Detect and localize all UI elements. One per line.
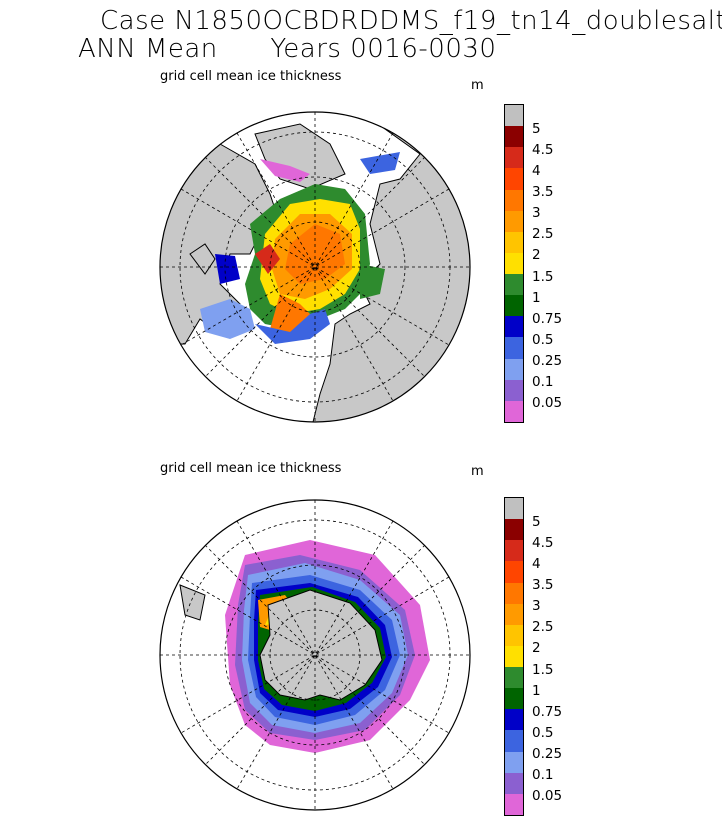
- colorbar-segments: [505, 105, 523, 422]
- mean-years-title: ANN Mean Years 0016-0030: [78, 34, 497, 64]
- colorbar-swatch: [505, 498, 523, 520]
- colorbar-label: 5: [532, 120, 541, 137]
- colorbar-swatch: [505, 210, 523, 232]
- colorbar-south: [504, 497, 524, 816]
- colorbar-swatch: [505, 337, 523, 359]
- unit-label-north: m: [471, 78, 484, 93]
- colorbar-label: 4.5: [532, 141, 554, 158]
- eurasia-land: [309, 112, 470, 422]
- antarctic-ice-thickness-map: [159, 499, 471, 811]
- colorbar-label: 3: [532, 598, 541, 615]
- colorbar-swatch: [505, 730, 523, 752]
- colorbar-swatch: [505, 231, 523, 253]
- case-title: Case N1850OCBDRDDMS_f19_tn14_doublesalt: [100, 6, 722, 36]
- colorbar-label: 4.5: [532, 534, 554, 551]
- colorbar-swatch: [505, 189, 523, 211]
- colorbar-label: 4: [532, 162, 541, 179]
- arctic-sea-ice: [200, 152, 400, 344]
- colorbar-swatch: [505, 358, 523, 380]
- north-america-land: [160, 143, 281, 345]
- colorbar-label: 0.05: [532, 395, 563, 412]
- colorbar-swatch: [505, 295, 523, 317]
- unit-label-south: m: [471, 464, 484, 479]
- colorbar-label: 2.5: [532, 226, 554, 243]
- colorbar-swatch: [505, 793, 523, 815]
- colorbar-label: 2.5: [532, 619, 554, 636]
- colorbar-label: 0.1: [532, 767, 554, 784]
- colorbar-label: 0.1: [532, 374, 554, 391]
- colorbar-label: 3.5: [532, 183, 554, 200]
- colorbar-swatch: [505, 316, 523, 338]
- colorbar-label: 0.75: [532, 703, 563, 720]
- colorbar-label: 0.5: [532, 724, 554, 741]
- colorbar-swatch: [505, 126, 523, 148]
- colorbar-label: 1: [532, 682, 541, 699]
- colorbar-north: [504, 104, 524, 423]
- colorbar-label: 0.05: [532, 788, 563, 805]
- colorbar-swatch: [505, 379, 523, 401]
- colorbar-swatch: [505, 519, 523, 541]
- colorbar-label: 0.5: [532, 331, 554, 348]
- colorbar-label: 2: [532, 247, 541, 264]
- graticule: [160, 112, 470, 422]
- colorbar-swatch: [505, 645, 523, 667]
- colorbar-swatch: [505, 582, 523, 604]
- colorbar-label: 0.25: [532, 353, 563, 370]
- colorbar-segments: [505, 498, 523, 815]
- colorbar-label: 0.25: [532, 746, 563, 763]
- colorbar-swatch: [505, 105, 523, 127]
- colorbar-swatch: [505, 709, 523, 731]
- colorbar-swatch: [505, 667, 523, 689]
- colorbar-label: 1.5: [532, 661, 554, 678]
- south-america-land: [179, 584, 206, 621]
- colorbar-swatch: [505, 400, 523, 422]
- colorbar-label: 1.5: [532, 268, 554, 285]
- colorbar-swatch: [505, 561, 523, 583]
- colorbar-swatch: [505, 147, 523, 169]
- panel-title-north: grid cell mean ice thickness: [160, 69, 342, 84]
- colorbar-swatch: [505, 688, 523, 710]
- colorbar-swatch: [505, 252, 523, 274]
- colorbar-label: 1: [532, 289, 541, 306]
- colorbar-swatch: [505, 274, 523, 296]
- colorbar-label: 4: [532, 555, 541, 572]
- colorbar-swatch: [505, 751, 523, 773]
- island-land: [189, 243, 216, 275]
- colorbar-label: 3: [532, 205, 541, 222]
- colorbar-label: 3.5: [532, 576, 554, 593]
- panel-title-south: grid cell mean ice thickness: [160, 461, 342, 476]
- colorbar-swatch: [505, 540, 523, 562]
- graticule: [160, 500, 470, 810]
- colorbar-label: 5: [532, 513, 541, 530]
- colorbar-swatch: [505, 772, 523, 794]
- colorbar-swatch: [505, 624, 523, 646]
- colorbar-label: 0.75: [532, 310, 563, 327]
- colorbar-label: 2: [532, 640, 541, 657]
- colorbar-swatch: [505, 603, 523, 625]
- colorbar-swatch: [505, 168, 523, 190]
- arctic-ice-thickness-map: [159, 111, 471, 423]
